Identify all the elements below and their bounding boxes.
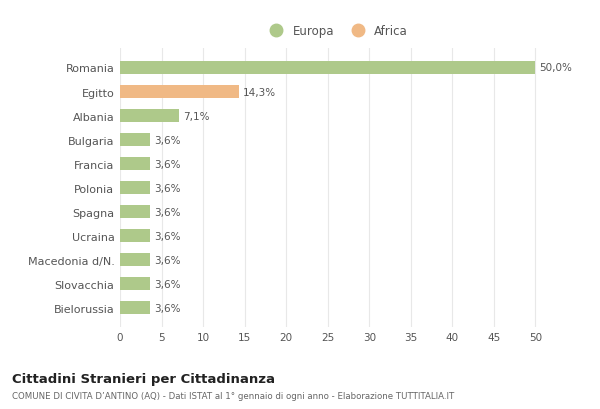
Text: 3,6%: 3,6% (154, 255, 181, 265)
Bar (120, 182, 150, 195)
Bar (120, 62, 535, 75)
Bar (120, 277, 150, 290)
Bar (120, 86, 239, 99)
Text: 7,1%: 7,1% (183, 111, 209, 121)
Text: 3,6%: 3,6% (154, 231, 181, 241)
Text: 3,6%: 3,6% (154, 159, 181, 169)
Text: 3,6%: 3,6% (154, 207, 181, 217)
Text: 3,6%: 3,6% (154, 303, 181, 313)
Bar (120, 229, 150, 243)
Bar (120, 157, 150, 171)
Bar (120, 254, 150, 267)
Text: COMUNE DI CIVITA D’ANTINO (AQ) - Dati ISTAT al 1° gennaio di ogni anno - Elabora: COMUNE DI CIVITA D’ANTINO (AQ) - Dati IS… (12, 391, 454, 400)
Text: 3,6%: 3,6% (154, 279, 181, 289)
Bar (120, 301, 150, 315)
Text: 50,0%: 50,0% (539, 63, 572, 73)
Text: 3,6%: 3,6% (154, 183, 181, 193)
Text: Cittadini Stranieri per Cittadinanza: Cittadini Stranieri per Cittadinanza (12, 372, 275, 385)
Bar (120, 134, 150, 147)
Legend: Europa, Africa: Europa, Africa (260, 22, 412, 42)
Text: 14,3%: 14,3% (243, 87, 276, 97)
Text: 3,6%: 3,6% (154, 135, 181, 145)
Bar (120, 205, 150, 219)
Bar (120, 110, 179, 123)
